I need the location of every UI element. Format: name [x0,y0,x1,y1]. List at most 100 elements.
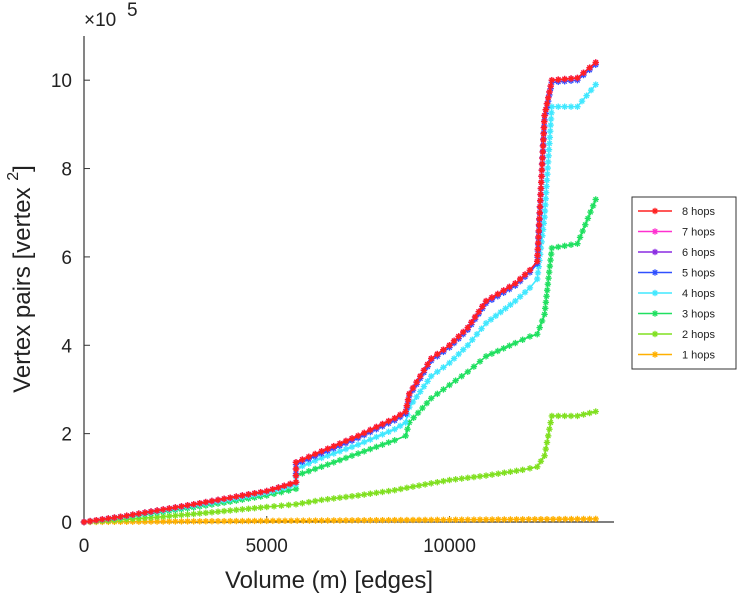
series-point-1-hops [208,518,216,525]
series-point-1-hops [172,518,179,525]
series-point-2-hops [507,468,514,475]
series-point-8-hops [548,76,556,84]
series-point-4-hops [512,297,519,305]
series-point-8-hops [123,512,130,519]
series-point-4-hops [542,195,549,202]
series-point-4-hops [567,103,575,110]
series-point-8-hops [540,124,548,131]
series-point-3-hops [391,437,398,444]
series-point-8-hops [196,500,203,507]
series-point-8-hops [516,275,524,283]
series-point-3-hops [526,333,534,340]
series-point-1-hops [501,516,508,523]
series-point-8-hops [292,479,300,486]
series-point-8-hops [464,324,471,331]
series-point-8-hops [86,517,94,525]
series-point-8-hops [555,76,562,83]
series-point-3-hops [434,390,441,398]
series-point-4-hops [434,368,441,375]
series-point-3-hops [482,353,490,360]
series-point-1-hops [342,517,350,524]
series-point-8-hops [135,510,143,517]
series-point-2-hops [501,469,508,476]
series-point-3-hops [547,256,554,264]
series-point-8-hops [417,373,424,380]
series-point-1-hops [409,516,417,524]
series-point-8-hops [239,492,246,499]
series-point-2-hops [196,510,203,517]
series-point-8-hops [420,367,428,374]
series-point-3-hops [414,409,422,417]
series-point-2-hops [373,489,380,497]
series-point-1-hops [440,516,447,524]
series-point-3-hops [470,363,478,370]
series-point-1-hops [300,517,307,524]
legend-label-6-hops: 6 hops [682,247,716,259]
series-point-2-hops [526,465,534,472]
series-point-3-hops [542,299,550,306]
series-point-4-hops [361,438,368,446]
series-point-4-hops [545,158,552,166]
series-point-4-hops [478,325,485,332]
series-point-8-hops [292,459,300,466]
x-tick-label: 0 [79,536,90,557]
series-point-8-hops [105,515,112,522]
series-point-3-hops [373,443,380,451]
series-point-2-hops [452,476,459,483]
series-point-2-hops [403,484,411,492]
series-point-8-hops [446,342,453,349]
legend-marker-8-hops [651,207,659,215]
series-point-8-hops [404,396,412,403]
series-point-1-hops [379,516,386,524]
series-point-8-hops [468,319,475,326]
series-point-3-hops [500,345,507,352]
series-line-3-hops [83,199,597,523]
series-point-8-hops [141,509,149,516]
series-point-8-hops [534,252,541,259]
series-point-1-hops [348,517,356,524]
series-point-8-hops [574,74,581,82]
series-point-8-hops [535,233,542,241]
series-point-3-hops [541,311,548,318]
series-point-2-hops [546,426,553,433]
series-point-1-hops [543,516,551,523]
legend-marker-6-hops [651,248,659,256]
series-point-1-hops [549,515,557,523]
series-point-8-hops [460,328,467,336]
series-point-1-hops [421,516,429,524]
series-point-3-hops [561,242,568,250]
series-point-3-hops [419,404,426,412]
series-point-4-hops [547,115,555,123]
series-point-1-hops [446,516,453,523]
y-tick-label: 0 [61,513,72,534]
series-point-8-hops [385,417,392,425]
series-point-1-hops [531,516,539,523]
series-point-2-hops [542,445,549,453]
series-point-8-hops [567,75,575,82]
series-point-3-hops [336,456,344,464]
y-exponent-label: ×10 [84,10,116,31]
series-point-3-hops [512,339,519,347]
series-point-1-hops [568,515,575,523]
series-point-8-hops [286,480,294,488]
legend-marker-1-hops [651,351,659,358]
series-point-8-hops [561,75,568,83]
series-point-8-hops [305,453,312,461]
series-point-2-hops [541,452,548,459]
series-point-4-hops [547,121,554,129]
series-point-3-hops [542,305,549,312]
series-point-4-hops [578,97,586,105]
series-point-8-hops [440,346,447,353]
series-point-8-hops [537,185,545,192]
series-point-8-hops [535,227,542,235]
series-point-8-hops [536,203,544,210]
series-point-8-hops [413,378,420,386]
series-point-8-hops [506,283,513,291]
series-point-1-hops [592,515,599,523]
series-point-8-hops [178,503,185,510]
series-point-1-hops [281,517,289,524]
y-exponent-power: 5 [127,0,138,21]
series-point-2-hops [342,493,350,501]
series-point-8-hops [434,350,441,358]
series-point-8-hops [539,142,547,150]
